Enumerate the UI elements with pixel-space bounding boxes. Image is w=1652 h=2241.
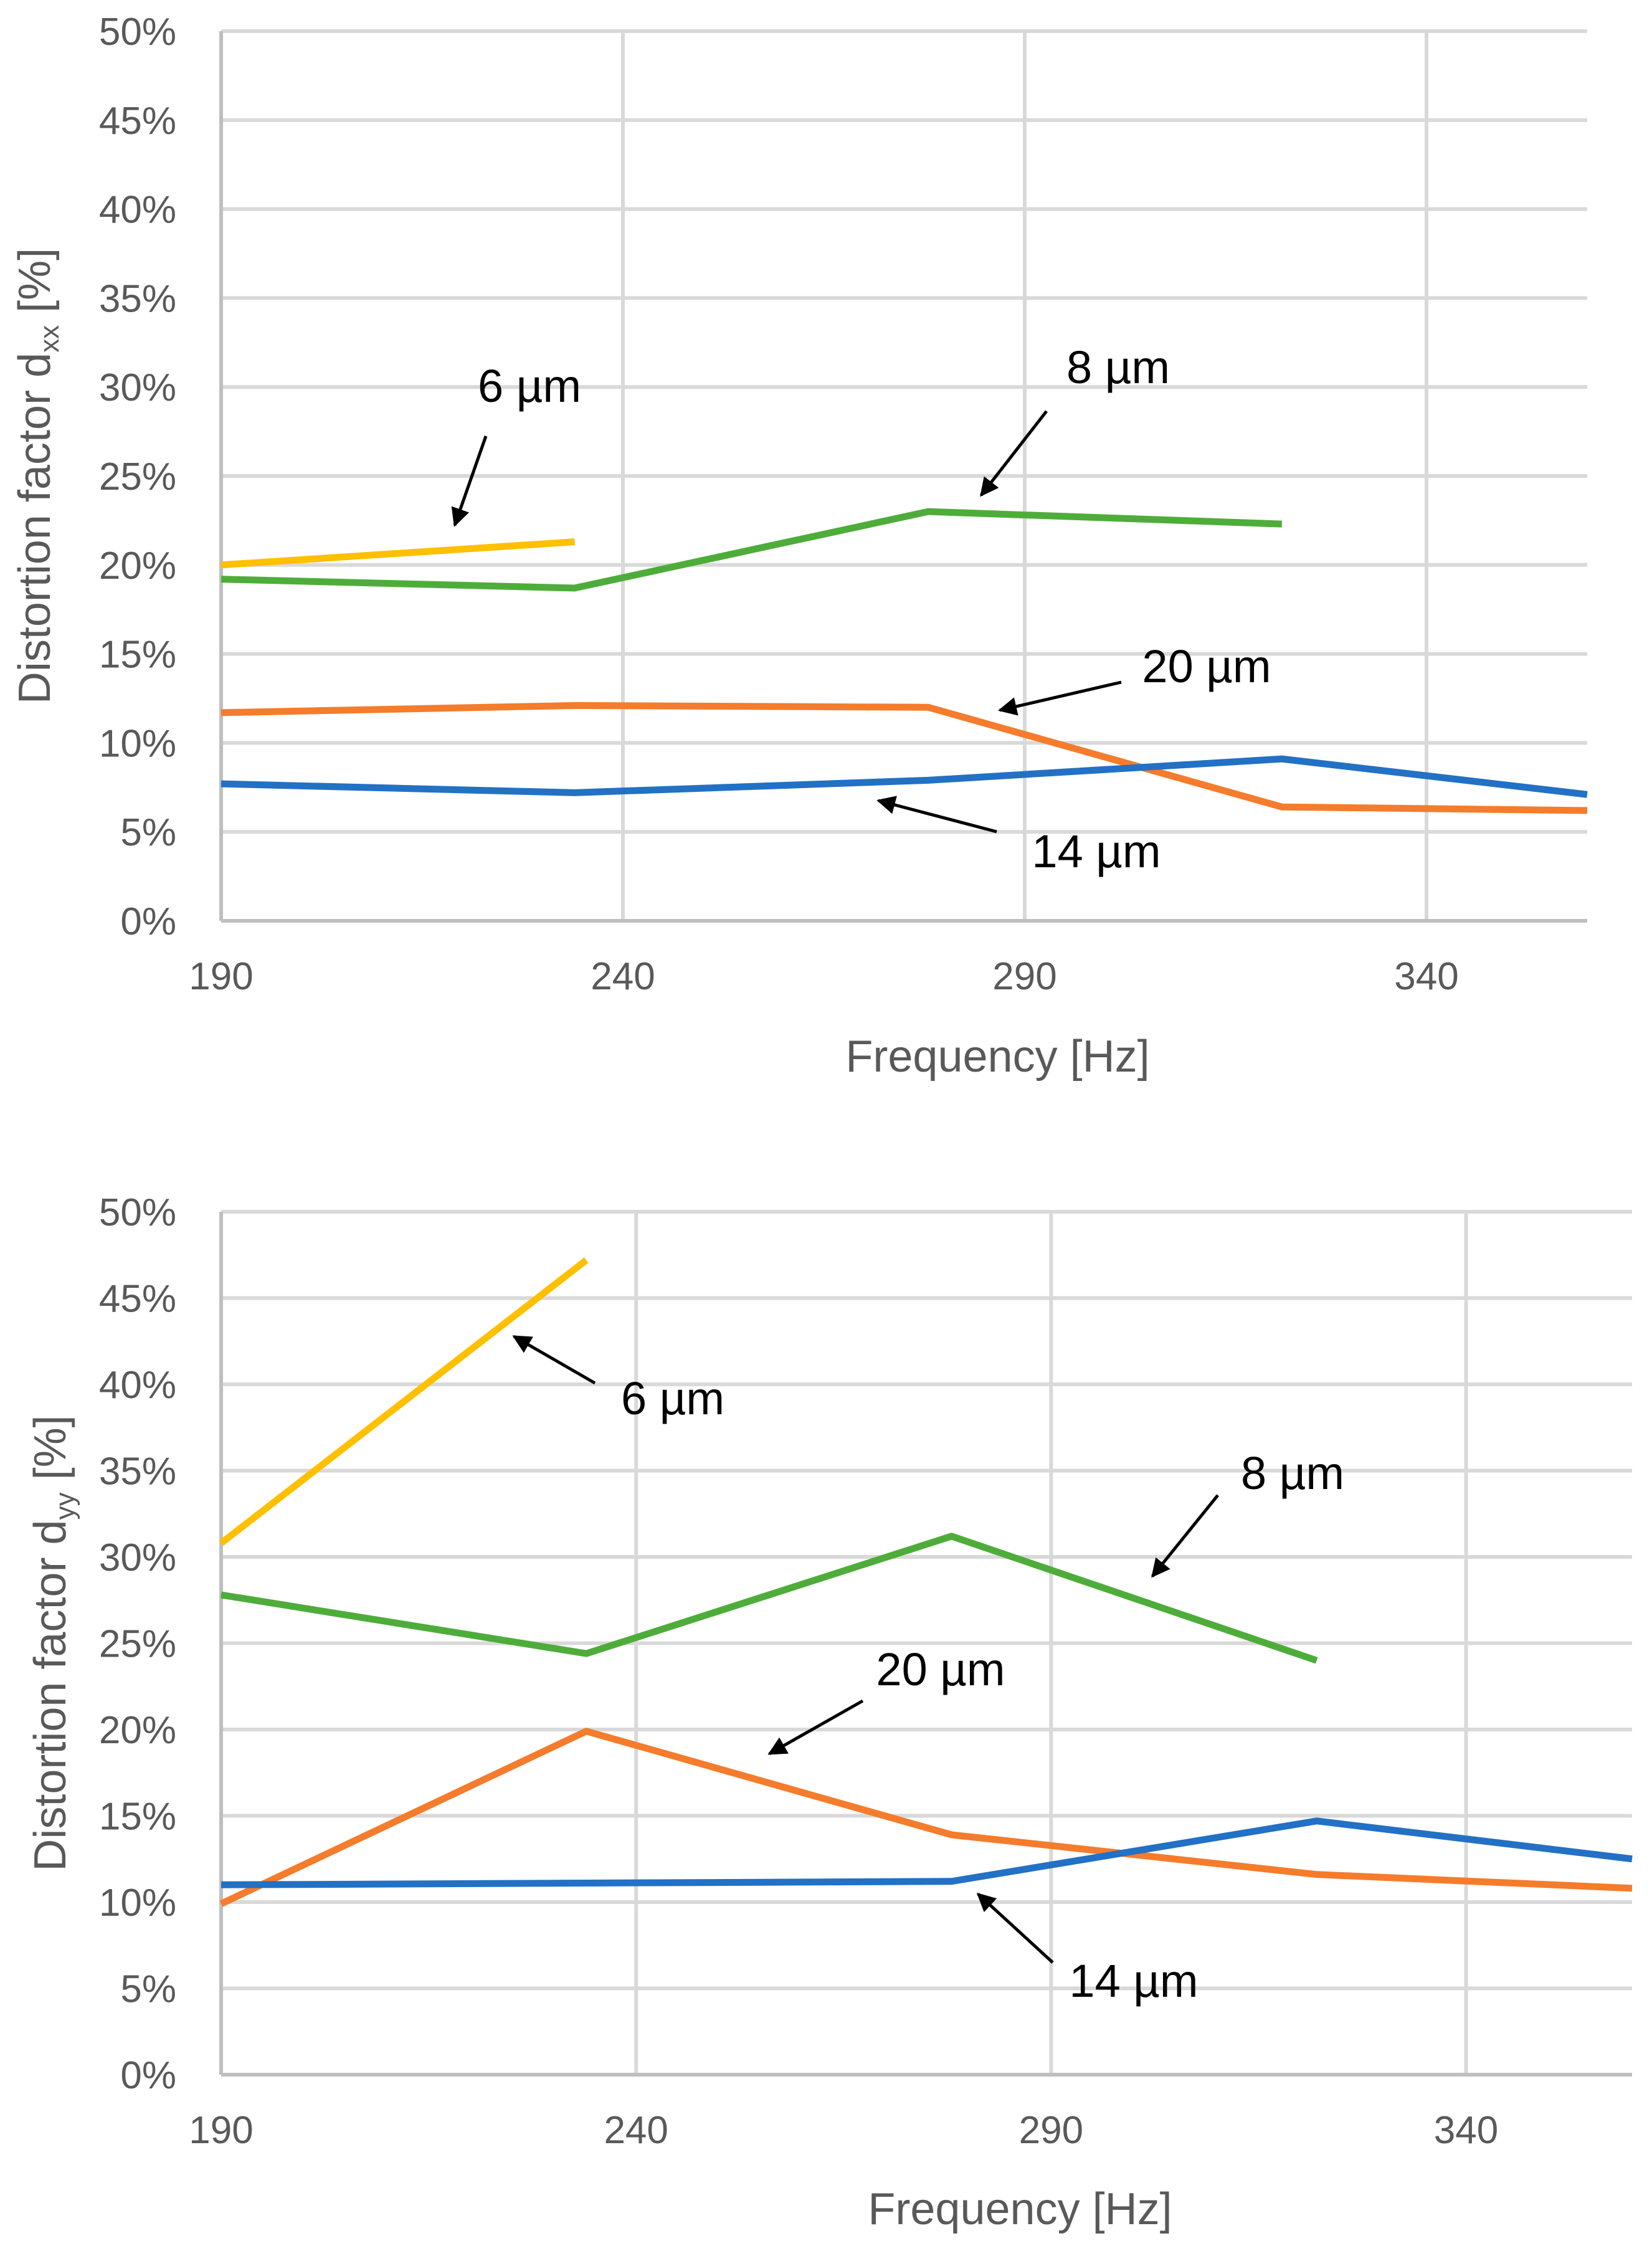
annotation-arrow [998, 680, 1122, 716]
annotation-arrow [512, 1335, 596, 1385]
y-axis-title-subscript: xx [34, 325, 65, 353]
annotation-arrow [1151, 1494, 1219, 1578]
y-tick-label: 30% [99, 1536, 176, 1579]
x-tick-label: 240 [591, 955, 655, 998]
series-line-14-m [221, 755, 1588, 798]
annotation-label: 20 µm [876, 1644, 1005, 1695]
chart-dxx: 6 µm 8 µm 20 µm 14 µm 0% 5% 10% 15% 20% 25% 30% 35… [10, 11, 1588, 1082]
series-line-6-m [221, 538, 575, 569]
y-axis-title-main: Distortion factor d [10, 353, 60, 704]
x-tick-label: 290 [1019, 2109, 1083, 2152]
x-tick-label: 240 [604, 2109, 668, 2152]
y-axis-title-suffix: [%] [26, 1415, 75, 1492]
y-tick-label: 5% [120, 811, 176, 854]
annotation-label: 14 µm [1069, 1955, 1198, 2007]
y-axis-title: Distortion factor dyy [%] [26, 1415, 80, 1871]
y-tick-label: 30% [99, 366, 176, 409]
annotation-label: 6 µm [621, 1373, 724, 1424]
annotation-arrow [976, 1892, 1054, 1964]
y-tick-label: 40% [99, 189, 176, 232]
x-axis-title: Frequency [Hz] [845, 1032, 1149, 1082]
x-axis-title: Frequency [Hz] [868, 2184, 1172, 2234]
y-tick-label: 15% [99, 1796, 176, 1839]
x-tick-label: 340 [1434, 2109, 1498, 2152]
y-tick-label: 50% [99, 1191, 176, 1234]
y-tick-label: 0% [120, 2054, 176, 2097]
annotation-arrow [767, 1699, 864, 1756]
y-tick-label: 45% [99, 1278, 176, 1321]
annotation-arrow [451, 435, 488, 527]
y-axis-title-main: Distortion factor d [26, 1520, 75, 1871]
y-tick-label: 35% [99, 1450, 176, 1493]
annotation-arrow [876, 796, 997, 834]
y-tick-label: 20% [99, 1709, 176, 1752]
annotation-arrow [980, 410, 1048, 497]
series-line-20-m [221, 702, 1588, 814]
x-tick-label: 190 [189, 2109, 253, 2152]
y-axis-title: Distortion factor dxx [%] [10, 248, 65, 704]
y-tick-label: 50% [99, 11, 176, 54]
y-tick-label: 40% [99, 1364, 176, 1407]
series-line-8-m [221, 1533, 1318, 1664]
y-tick-label: 35% [99, 277, 176, 320]
y-tick-label: 45% [99, 100, 176, 143]
series-line-14-m [221, 1817, 1633, 1888]
y-axis-title-suffix: [%] [10, 248, 60, 325]
annotation-label: 20 µm [1142, 640, 1271, 692]
y-tick-label: 10% [99, 1882, 176, 1925]
series-line-6-m [219, 1257, 589, 1546]
x-tick-label: 340 [1394, 955, 1458, 998]
y-tick-label: 20% [99, 545, 176, 588]
y-tick-label: 0% [120, 900, 176, 943]
annotation-label: 8 µm [1066, 341, 1170, 393]
annotation-label: 8 µm [1241, 1447, 1344, 1499]
x-tick-label: 290 [992, 955, 1056, 998]
y-tick-label: 25% [99, 1623, 176, 1666]
y-tick-label: 5% [120, 1968, 176, 2011]
series-line-8-m [221, 508, 1282, 592]
annotation-label: 14 µm [1032, 826, 1161, 877]
chart-dyy: 6 µm 8 µm 20 µm 14 µm 0% 5% 10% 15% 20% 25% 30% 35… [26, 1191, 1633, 2234]
x-tick-label: 190 [189, 955, 253, 998]
y-tick-label: 15% [99, 634, 176, 677]
y-axis-title-subscript: yy [50, 1492, 80, 1520]
y-tick-label: 25% [99, 455, 176, 498]
y-tick-label: 10% [99, 722, 176, 765]
series-line-20-m [219, 1728, 1633, 1907]
annotation-label: 6 µm [478, 360, 581, 412]
